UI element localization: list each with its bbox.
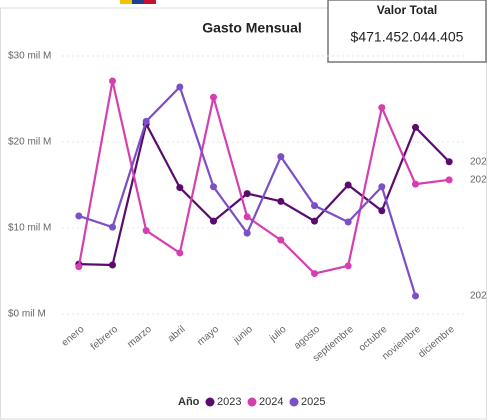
legend-label: 2024 bbox=[259, 396, 283, 408]
legend-label: 2023 bbox=[217, 396, 241, 408]
point bbox=[176, 184, 184, 192]
y-tick-label: $0 mil M bbox=[8, 309, 46, 320]
point bbox=[344, 262, 352, 270]
series-line bbox=[77, 80, 450, 275]
series-end-label: 2024 bbox=[470, 174, 487, 185]
point bbox=[344, 218, 352, 226]
point bbox=[75, 263, 83, 271]
flag-blue bbox=[132, 0, 144, 4]
point bbox=[412, 292, 419, 300]
flag-yellow bbox=[120, 0, 132, 4]
point bbox=[277, 153, 285, 161]
point bbox=[378, 183, 386, 191]
point bbox=[142, 227, 150, 235]
point bbox=[109, 223, 116, 231]
point bbox=[445, 158, 453, 166]
series-end-label: 2025 bbox=[470, 291, 487, 302]
y-tick-label: $10 mil M bbox=[8, 223, 51, 234]
kpi-card bbox=[327, 0, 487, 63]
point bbox=[243, 190, 251, 198]
legend-label: 2025 bbox=[301, 396, 325, 408]
card-title: Valor Total bbox=[377, 3, 437, 17]
visual-border bbox=[0, 7, 487, 420]
chart-title: Gasto Mensual bbox=[202, 20, 302, 36]
point bbox=[109, 77, 116, 85]
flag-red bbox=[144, 0, 156, 4]
card-value: $471.452.044.405 bbox=[351, 29, 464, 45]
point bbox=[109, 261, 116, 269]
y-tick-label: $20 mil M bbox=[8, 137, 51, 148]
point bbox=[311, 202, 318, 210]
legend-marker bbox=[205, 397, 215, 407]
point bbox=[344, 181, 352, 189]
point bbox=[311, 217, 318, 225]
series-end-label: 2023 bbox=[470, 156, 487, 167]
point bbox=[210, 93, 217, 101]
point bbox=[210, 183, 217, 191]
point bbox=[142, 117, 150, 125]
point bbox=[412, 123, 419, 131]
point bbox=[176, 83, 184, 91]
point bbox=[378, 207, 386, 215]
point bbox=[176, 249, 184, 257]
point bbox=[243, 229, 251, 237]
y-tick-label: $30 mil M bbox=[8, 51, 51, 62]
point bbox=[445, 176, 453, 184]
legend-marker bbox=[247, 397, 257, 407]
point bbox=[277, 197, 285, 205]
point bbox=[277, 236, 285, 244]
legend-marker bbox=[289, 397, 299, 407]
point bbox=[378, 104, 386, 112]
point bbox=[311, 270, 318, 278]
point bbox=[75, 212, 83, 220]
legend-title: Año bbox=[178, 396, 200, 408]
point bbox=[412, 180, 419, 188]
point bbox=[210, 217, 217, 225]
point bbox=[243, 213, 251, 221]
